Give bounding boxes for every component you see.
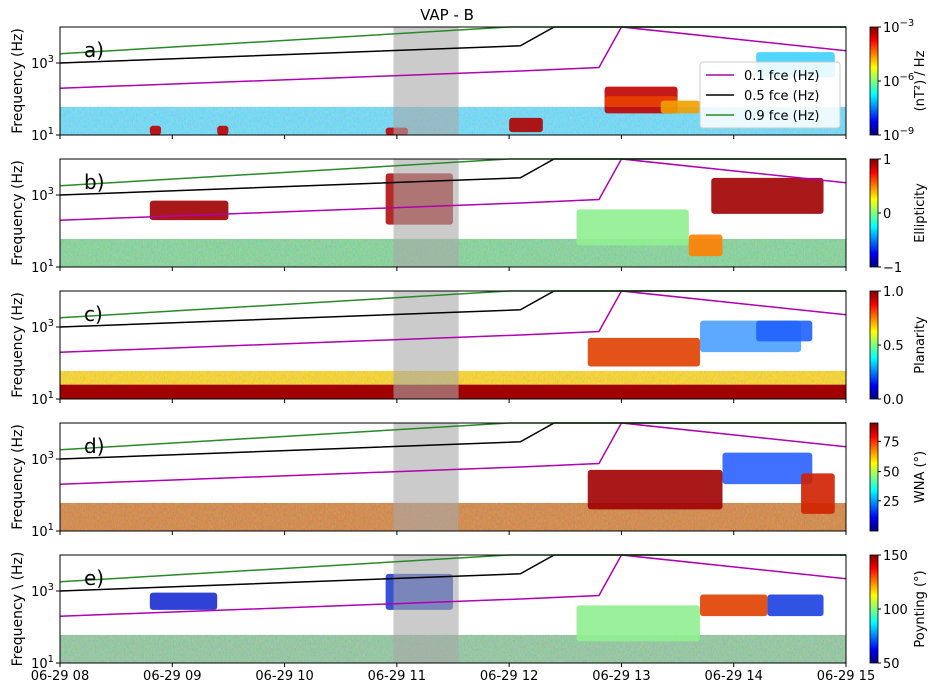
panel-label: a) — [84, 38, 104, 62]
colorbar-tick-label: 0.5 — [883, 339, 904, 354]
y-axis-label: Frequency (Hz) — [10, 160, 26, 266]
emission-patch — [801, 473, 835, 514]
emission-patch — [576, 209, 689, 246]
colorbar-tick-label: 100 — [883, 603, 908, 618]
colorbar-tick-label: 75 — [883, 435, 900, 450]
x-tick-label: 06-29 11 — [368, 669, 426, 684]
plot-frame — [59, 158, 847, 268]
panel-label: c) — [84, 302, 103, 326]
x-tick-label: 06-29 12 — [480, 669, 538, 684]
fce-0.1-line — [59, 554, 847, 617]
legend-entry: 0.5 fce (Hz) — [744, 89, 819, 104]
plot-frame — [59, 554, 847, 664]
y-tick-label: 101 — [31, 126, 54, 144]
fce-0.1-line — [59, 290, 847, 353]
fce-0.1-line — [59, 26, 847, 89]
emission-patch — [149, 125, 162, 135]
x-tick-label: 06-29 08 — [31, 669, 89, 684]
legend: 0.1 fce (Hz) 0.5 fce (Hz) 0.9 fce (Hz) — [699, 61, 841, 129]
y-axis-label: Frequency \ (Hz) — [10, 552, 26, 667]
x-tick-label: 06-29 10 — [255, 669, 313, 684]
figure-title: VAP - B — [420, 6, 474, 24]
colorbar-label: Planarity — [913, 316, 928, 374]
x-tick-label: 06-29 14 — [704, 669, 762, 684]
colorbar-tick-label: 0.0 — [883, 393, 904, 408]
fce-0.1-line — [59, 158, 847, 221]
y-tick-label: 103 — [31, 582, 54, 600]
colorbar-tick-label: 1 — [883, 153, 891, 168]
y-tick-label: 103 — [31, 186, 54, 204]
y-tick-label: 101 — [31, 258, 54, 276]
legend-box — [699, 61, 841, 129]
colorbar — [869, 422, 879, 532]
emission-patch — [756, 320, 813, 342]
highlight-interval — [393, 423, 459, 531]
colorbar-label: Poynting (°) — [913, 570, 928, 647]
highlight-interval — [393, 291, 459, 399]
y-axis-label: Frequency (Hz) — [10, 292, 26, 398]
colorbar-tick-label: 10−3 — [883, 18, 914, 36]
fce-0.1-line — [59, 422, 847, 485]
emission-patch — [149, 200, 229, 221]
x-tick-label: 06-29 15 — [817, 669, 875, 684]
colorbar-label: Ellipticity — [913, 183, 928, 243]
legend-entry: 0.9 fce (Hz) — [744, 109, 819, 124]
colorbar-tick-label: 50 — [883, 466, 900, 481]
panel-c: c) 101 103 Frequency (Hz) 0.0 0.5 1.0 Planarity — [10, 285, 928, 408]
panel-label: e) — [84, 566, 104, 590]
plot-frame — [59, 422, 847, 532]
emission-patch — [688, 234, 723, 257]
emission-patch — [711, 177, 824, 214]
emission-patch — [509, 117, 543, 133]
colorbar-label: WNA (°) — [913, 451, 928, 503]
emission-patch — [149, 592, 218, 610]
highlight-interval — [393, 555, 459, 663]
y-tick-label: 103 — [31, 450, 54, 468]
y-tick-label: 101 — [31, 390, 54, 408]
emission-patch — [604, 96, 678, 107]
colorbar — [869, 158, 879, 268]
colorbar-tick-label: 1.0 — [883, 285, 904, 300]
colorbar-tick-label: 25 — [883, 495, 900, 510]
colorbar-tick-label: 0 — [883, 207, 891, 222]
highlight-interval — [393, 159, 459, 267]
colorbar-tick-label: 10−9 — [883, 126, 914, 144]
emission-patch — [722, 452, 813, 485]
emission-patch — [587, 337, 701, 367]
colorbar — [869, 290, 879, 400]
panel-label: b) — [84, 170, 105, 194]
emission-patch — [576, 605, 701, 642]
emission-patch — [587, 469, 723, 510]
emission-patch — [700, 594, 768, 617]
colorbar — [869, 554, 879, 664]
colorbar-tick-label: 10−6 — [883, 72, 914, 90]
y-tick-label: 101 — [31, 522, 54, 540]
y-axis-label: Frequency (Hz) — [10, 28, 26, 134]
y-axis-label: Frequency (Hz) — [10, 424, 26, 530]
legend-entry: 0.1 fce (Hz) — [744, 69, 819, 84]
panel-b: b) 101 103 Frequency (Hz) −1 0 1 Ellipticity — [10, 153, 928, 276]
colorbar-tick-label: 50 — [883, 657, 900, 672]
emission-patch — [217, 125, 229, 135]
x-tick-label: 06-29 13 — [592, 669, 650, 684]
panel-label: d) — [84, 434, 105, 458]
y-tick-label: 103 — [31, 318, 54, 336]
colorbar — [869, 26, 879, 136]
panel-d: d) 101 103 Frequency (Hz) 25 50 75 WNA (°) — [10, 422, 928, 540]
plot-frame — [59, 290, 847, 400]
colorbar-tick-label: −1 — [883, 261, 902, 276]
emission-patch — [767, 594, 824, 617]
highlight-interval — [393, 27, 459, 135]
emission-patch — [660, 100, 701, 114]
colorbar-tick-label: 150 — [883, 549, 908, 564]
x-tick-label: 06-29 09 — [143, 669, 201, 684]
y-tick-label: 103 — [31, 54, 54, 72]
plot-frame — [59, 26, 847, 136]
colorbar-label: (nT²) / Hz — [913, 50, 928, 111]
